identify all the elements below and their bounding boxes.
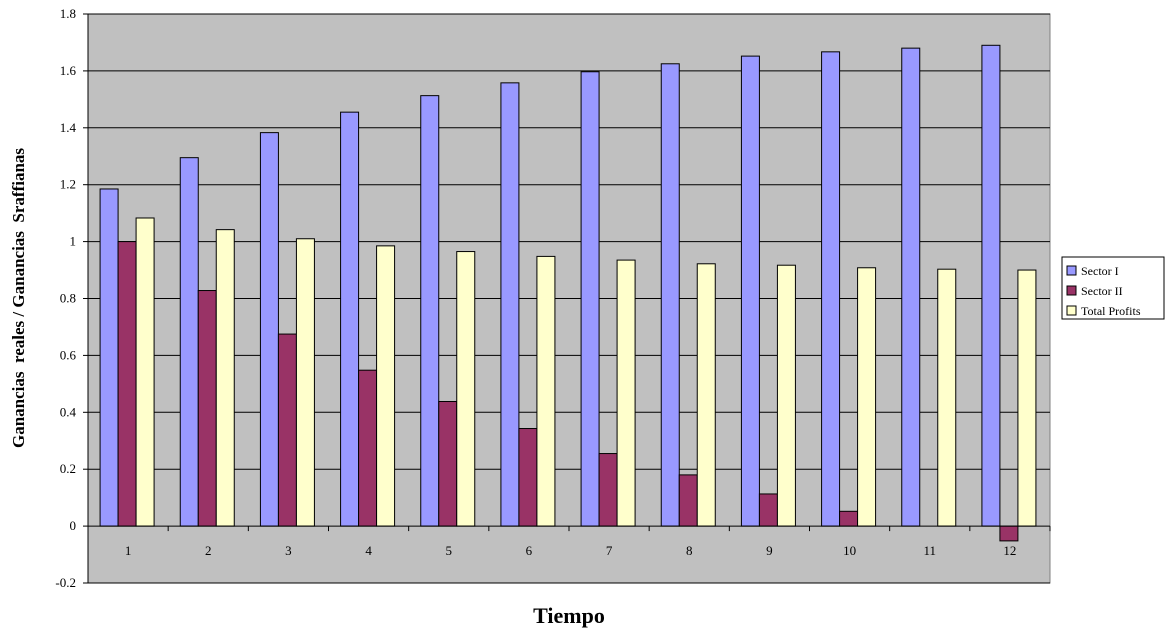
- legend-box: [1061, 256, 1165, 320]
- y-tick-label: 1.2: [60, 177, 76, 192]
- legend-label: Sector I: [1081, 264, 1119, 278]
- x-tick-labels: 1 2 3 4 5 6 7 8 9 10 11 12: [125, 543, 1017, 558]
- bar-sector-i-1: [99, 188, 119, 527]
- x-tick-label: 4: [365, 543, 372, 558]
- x-tick-label: 7: [606, 543, 613, 558]
- bar-sector-ii-7: [598, 453, 618, 527]
- y-tick-label: 1: [70, 234, 77, 249]
- legend-label: Total Profits: [1081, 304, 1141, 318]
- x-axis-title: Tiempo: [533, 603, 605, 628]
- y-tick-label: 0.8: [60, 291, 76, 306]
- bar-sector-i-11: [901, 47, 921, 527]
- bar-sector-ii-8: [678, 474, 698, 527]
- bar-sector-i-6: [500, 82, 520, 527]
- bar-sector-i-4: [340, 111, 360, 527]
- bar-total-profits-1: [135, 217, 155, 527]
- bar-sector-i-10: [821, 51, 841, 527]
- x-tick-label: 10: [843, 543, 856, 558]
- x-tick-label: 3: [285, 543, 292, 558]
- bar-sector-i-2: [179, 157, 199, 527]
- bar-sector-ii-3: [277, 333, 297, 527]
- bar-sector-ii-2: [197, 290, 217, 527]
- axes: [83, 13, 1051, 584]
- x-tick-label: 12: [1003, 543, 1016, 558]
- y-tick-label: -0.2: [55, 575, 76, 590]
- x-tick-label: 9: [766, 543, 773, 558]
- bar-sector-ii-5: [438, 400, 458, 527]
- bar-total-profits-6: [536, 255, 556, 527]
- bars: [99, 44, 1037, 542]
- bar-sector-i-5: [420, 95, 440, 527]
- legend-swatch-total-profits: [1066, 305, 1077, 316]
- x-tick-label: 1: [125, 543, 132, 558]
- x-tick-label: 2: [205, 543, 212, 558]
- bar-total-profits-2: [215, 229, 235, 527]
- bar-sector-ii-1: [117, 241, 137, 527]
- bar-total-profits-12: [1017, 269, 1037, 527]
- y-tick-label: 0.4: [60, 404, 77, 419]
- bar-sector-ii-9: [758, 493, 778, 527]
- bar-total-profits-7: [616, 259, 636, 527]
- y-tick-label: 0: [70, 518, 77, 533]
- y-tick-label: 1.4: [60, 120, 77, 135]
- bar-sector-i-12: [981, 44, 1001, 527]
- bar-total-profits-5: [456, 251, 476, 527]
- bar-sector-ii-6: [518, 428, 538, 527]
- bar-sector-ii-12: [999, 525, 1019, 542]
- bar-sector-ii-10: [839, 510, 859, 527]
- bar-total-profits-9: [776, 264, 796, 527]
- y-tick-label: 1.6: [60, 63, 77, 78]
- y-axis-title: Ganancias reales / Ganancias Sraffianas: [9, 148, 28, 448]
- bar-total-profits-3: [295, 238, 315, 527]
- bar-total-profits-4: [376, 245, 396, 527]
- gridlines: [88, 13, 1050, 584]
- y-tick-label: 0.2: [60, 461, 76, 476]
- legend-swatch-sector-ii: [1066, 285, 1077, 296]
- y-tick-label: 1.8: [60, 6, 76, 21]
- bar-sector-ii-4: [358, 369, 378, 527]
- y-tick-labels: -0.2 0 0.2 0.4 0.6 0.8 1 1.2 1.4 1.6 1.8: [55, 6, 76, 590]
- bar-total-profits-10: [857, 267, 877, 527]
- y-tick-label: 0.6: [60, 347, 77, 362]
- bar-sector-i-3: [259, 132, 279, 527]
- bar-sector-i-7: [580, 71, 600, 527]
- bar-total-profits-11: [937, 268, 957, 527]
- x-tick-label: 8: [686, 543, 693, 558]
- x-tick-label: 5: [446, 543, 453, 558]
- legend: Sector I Sector II Total Profits: [1061, 256, 1165, 320]
- bar-total-profits-8: [696, 263, 716, 527]
- legend-swatch-sector-i: [1066, 265, 1077, 276]
- legend-label: Sector II: [1081, 284, 1123, 298]
- x-tick-label: 11: [923, 543, 936, 558]
- bar-sector-i-8: [660, 63, 680, 527]
- x-tick-label: 6: [526, 543, 533, 558]
- bar-sector-i-9: [740, 55, 760, 527]
